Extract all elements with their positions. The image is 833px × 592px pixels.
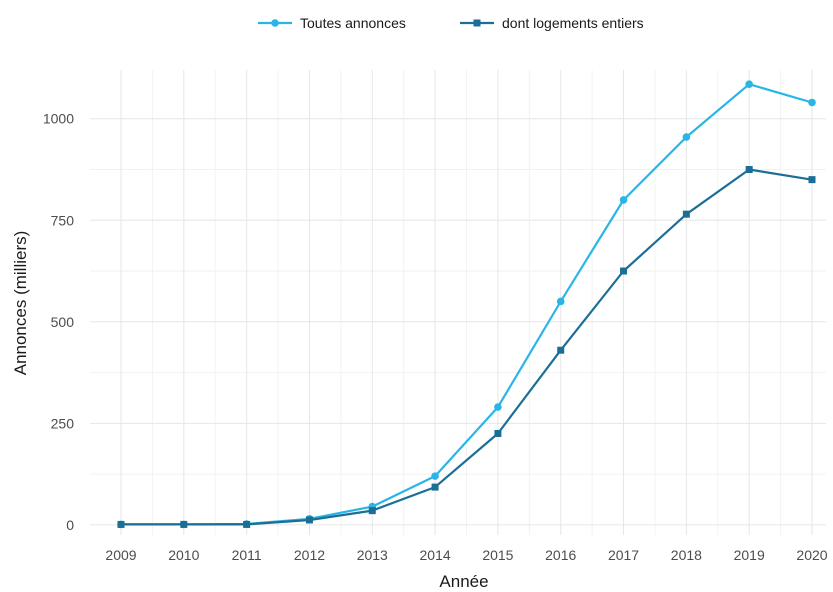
data-point (745, 80, 753, 89)
data-point (620, 267, 628, 275)
y-tick-label: 500 (51, 314, 75, 330)
data-point (556, 297, 565, 306)
x-tick-label: 2014 (420, 547, 451, 563)
tick-labels: 0 250 500 750 1000 2009 2010 2011 2012 2013 2014 20… (43, 111, 828, 563)
data-point (682, 133, 691, 141)
x-tick-label: 2012 (294, 547, 325, 563)
data-point (494, 429, 502, 437)
data-point (117, 520, 125, 528)
series-line (121, 168, 813, 526)
data-point (431, 472, 439, 480)
legend-marker (473, 19, 481, 27)
x-tick-label: 2010 (168, 547, 199, 563)
x-tick-label: 2019 (734, 547, 765, 563)
y-axis-title: Annonces (milliers) (11, 231, 30, 376)
x-tick-label: 2013 (357, 547, 388, 563)
x-tick-label: 2009 (105, 547, 136, 563)
legend-item: dont logements entiers (460, 15, 644, 31)
legend: Toutes annonces dont logements entiers (258, 15, 644, 31)
x-tick-label: 2011 (232, 547, 262, 563)
legend-marker (271, 19, 279, 27)
x-tick-label: 2016 (545, 547, 576, 563)
data-point (808, 176, 816, 184)
data-point (431, 483, 439, 491)
y-tick-label: 250 (51, 415, 75, 431)
data-point (557, 346, 565, 354)
x-tick-label: 2017 (608, 547, 639, 563)
data-point (368, 507, 376, 515)
x-tick-label: 2018 (671, 547, 702, 563)
data-point (180, 520, 188, 528)
x-axis-title: Année (439, 572, 488, 591)
series-2 (117, 165, 816, 528)
y-tick-label: 750 (51, 212, 75, 228)
grid (90, 70, 826, 535)
data-point (745, 165, 753, 173)
y-tick-label: 1000 (43, 111, 74, 127)
x-tick-label: 2015 (482, 547, 513, 563)
y-tick-label: 0 (66, 517, 74, 533)
legend-label: Toutes annonces (300, 15, 406, 31)
data-point (682, 210, 690, 218)
legend-label: dont logements entiers (502, 15, 644, 31)
data-point (243, 520, 251, 528)
data-point (619, 196, 628, 204)
data-point (305, 516, 313, 524)
x-tick-label: 2020 (796, 547, 827, 563)
data-point (494, 403, 502, 411)
data-point (808, 98, 816, 107)
legend-item: Toutes annonces (258, 15, 406, 31)
series (117, 80, 816, 529)
